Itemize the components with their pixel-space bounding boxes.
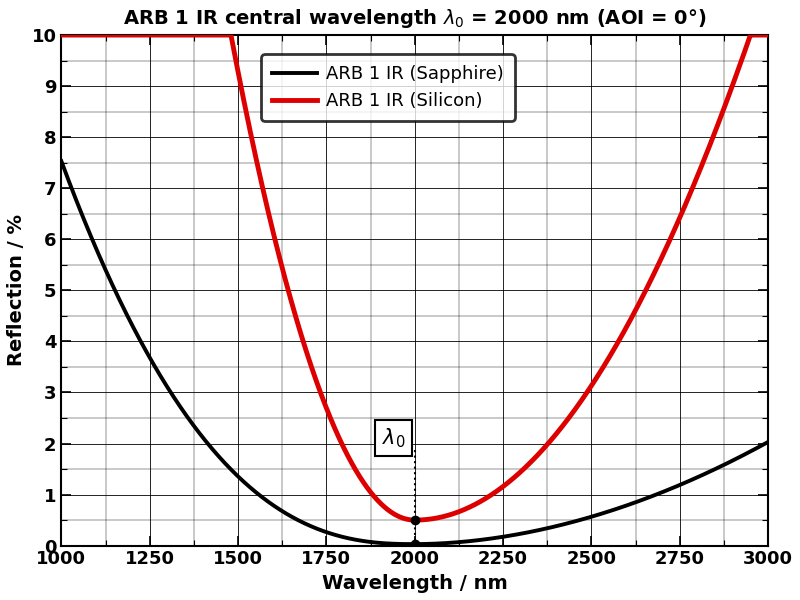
ARB 1 IR (Silicon) [614, 338, 623, 346]
ARB 1 IR (Sapphire) [410, 541, 419, 548]
ARB 1 IR (Sapphire) [400, 541, 410, 548]
Line: ARB 1 IR (Sapphire): ARB 1 IR (Sapphire) [62, 161, 768, 544]
ARB 1 IR (Silicon) [410, 517, 420, 524]
ARB 1 IR (Silicon) [382, 505, 391, 512]
Y-axis label: Reflection / %: Reflection / % [7, 214, 26, 367]
Line: ARB 1 IR (Silicon): ARB 1 IR (Silicon) [62, 35, 768, 520]
Text: $\lambda_0$: $\lambda_0$ [382, 427, 406, 450]
ARB 1 IR (Silicon) [400, 515, 410, 523]
ARB 1 IR (Sapphire) [742, 449, 752, 457]
Legend: ARB 1 IR (Sapphire), ARB 1 IR (Silicon): ARB 1 IR (Sapphire), ARB 1 IR (Silicon) [261, 54, 514, 121]
ARB 1 IR (Sapphire) [614, 505, 623, 512]
ARB 1 IR (Silicon) [93, 31, 102, 38]
ARB 1 IR (Silicon) [742, 40, 752, 47]
ARB 1 IR (Sapphire) [763, 439, 773, 446]
ARB 1 IR (Silicon) [57, 31, 66, 38]
ARB 1 IR (Sapphire) [93, 248, 102, 255]
ARB 1 IR (Sapphire) [57, 158, 66, 165]
Title: ARB 1 IR central wavelength $\lambda_0$ = 2000 nm (AOI = 0°): ARB 1 IR central wavelength $\lambda_0$ … [123, 7, 706, 30]
ARB 1 IR (Sapphire) [382, 540, 391, 547]
ARB 1 IR (Sapphire) [743, 449, 753, 457]
X-axis label: Wavelength / nm: Wavelength / nm [322, 574, 507, 593]
ARB 1 IR (Silicon) [743, 38, 753, 46]
ARB 1 IR (Silicon) [763, 31, 773, 38]
